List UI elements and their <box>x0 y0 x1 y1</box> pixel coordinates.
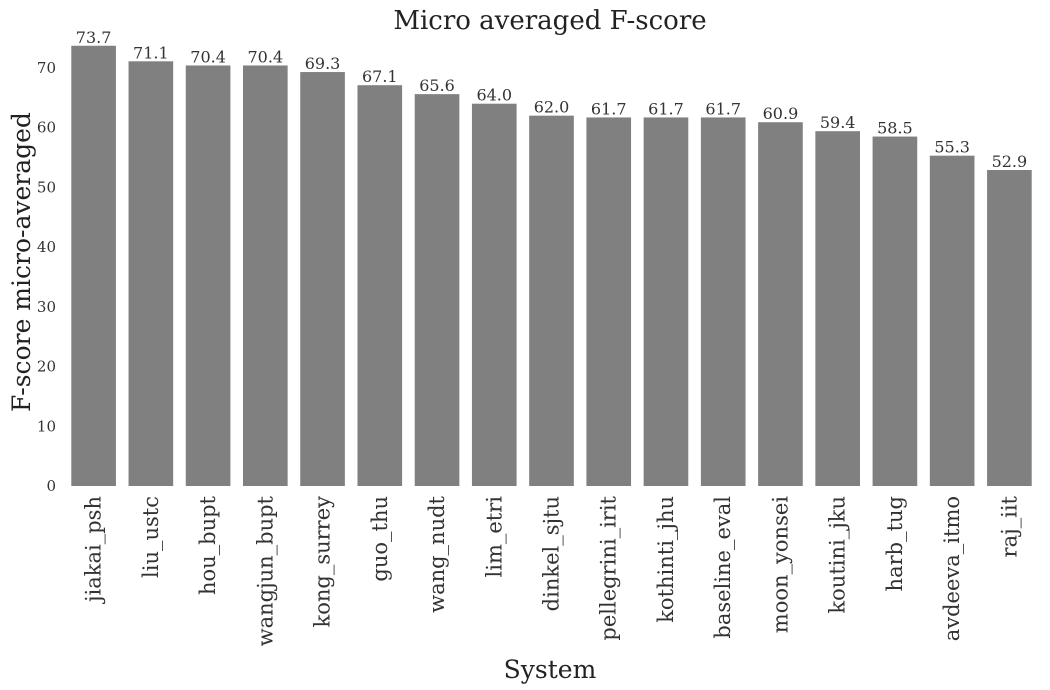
x-tick-label: baseline_eval <box>711 496 735 639</box>
y-tick-label: 10 <box>37 417 56 435</box>
y-tick-label: 20 <box>37 358 56 376</box>
bar <box>586 117 632 486</box>
value-label: 71.1 <box>133 43 169 62</box>
x-tick-label: moon_yonsei <box>768 496 792 633</box>
x-tick-label: liu_ustc <box>139 496 163 578</box>
y-tick-label: 50 <box>37 178 56 196</box>
bar <box>128 61 174 487</box>
value-label: 58.5 <box>877 119 913 138</box>
x-tick-label: hou_bupt <box>196 495 220 595</box>
value-label: 52.9 <box>992 152 1028 171</box>
x-tick-label: wangjun_bupt <box>253 495 277 646</box>
value-label: 67.1 <box>362 67 398 86</box>
value-label: 61.7 <box>648 99 684 118</box>
y-tick-label: 70 <box>37 59 56 77</box>
x-tick-label: guo_thu <box>368 496 392 582</box>
value-labels: 73.7 71.1 70.4 70.4 69.3 67.1 65.6 64.0 62.0 61.7… <box>76 28 1027 171</box>
value-label: 60.9 <box>763 104 799 123</box>
x-tick-label: wang_nudt <box>425 495 449 612</box>
bar <box>300 72 345 486</box>
bar <box>185 65 231 487</box>
bar <box>700 117 746 486</box>
x-tick-label: harb_tug <box>883 496 907 591</box>
bar <box>357 85 403 486</box>
value-label: 73.7 <box>76 28 112 47</box>
value-label: 61.7 <box>591 99 627 118</box>
x-tick-label: avdeeva_itmo <box>940 496 964 641</box>
value-label: 70.4 <box>248 47 284 66</box>
x-tick-label: kothinti_jhu <box>654 496 678 623</box>
bars <box>71 45 1032 487</box>
value-label: 70.4 <box>190 47 226 66</box>
value-label: 64.0 <box>476 86 512 105</box>
x-tick-label: lim_etri <box>482 496 506 578</box>
bar <box>414 94 460 487</box>
bar <box>758 122 803 486</box>
bar <box>643 117 689 486</box>
y-axis-label: F-score micro-averaged <box>7 112 36 412</box>
bar <box>71 45 116 487</box>
bar <box>471 103 517 486</box>
value-label: 55.3 <box>934 138 970 157</box>
y-tick-label: 0 <box>46 477 56 495</box>
bar <box>529 115 574 487</box>
bar <box>243 65 288 487</box>
y-tick-label: 30 <box>37 298 56 316</box>
bar <box>872 136 918 486</box>
value-label: 69.3 <box>305 54 341 73</box>
x-tick-label: koutini_jku <box>826 496 850 614</box>
y-ticks: 0 10 20 30 40 50 60 70 <box>37 59 56 495</box>
bar <box>987 170 1032 486</box>
x-tick-label: dinkel_sjtu <box>540 496 564 611</box>
x-tick-label: kong_surrey <box>311 496 335 628</box>
chart-title: Micro averaged F-score <box>393 6 706 36</box>
x-tick-label: jiakai_psh <box>82 496 106 605</box>
x-ticks: jiakai_psh liu_ustc hou_bupt wangjun_bupt ko… <box>82 495 1022 646</box>
y-tick-label: 40 <box>37 238 56 256</box>
y-tick-label: 60 <box>37 119 56 137</box>
value-label: 61.7 <box>705 99 741 118</box>
value-label: 59.4 <box>820 113 856 132</box>
bar <box>929 155 975 486</box>
bar <box>815 131 860 486</box>
value-label: 62.0 <box>534 98 570 117</box>
x-tick-label: pellegrini_irit <box>597 495 621 640</box>
x-tick-label: raj_iit <box>997 495 1021 557</box>
value-label: 65.6 <box>419 76 455 95</box>
x-axis-label: System <box>504 655 597 684</box>
